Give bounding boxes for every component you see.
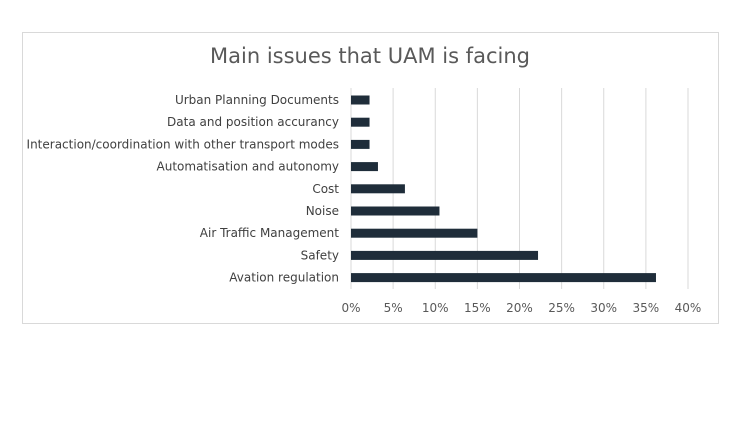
bar <box>351 117 370 127</box>
bar <box>351 184 405 194</box>
x-tick-label: 20% <box>506 301 533 315</box>
category-label: Urban Planning Documents <box>175 93 339 107</box>
x-tick-label: 0% <box>341 301 360 315</box>
x-tick-label: 40% <box>675 301 702 315</box>
category-label: Avation regulation <box>229 271 339 285</box>
category-label: Interaction/coordination with other tran… <box>27 137 339 151</box>
bar <box>351 95 370 105</box>
category-label: Safety <box>301 248 339 262</box>
bar <box>351 250 539 260</box>
bar <box>351 139 370 149</box>
x-tick-label: 10% <box>422 301 449 315</box>
x-tick-label: 5% <box>384 301 403 315</box>
x-tick-label: 30% <box>590 301 617 315</box>
category-label: Noise <box>306 204 339 218</box>
category-label: Air Traffic Management <box>200 226 340 240</box>
chart-title: Main issues that UAM is facing <box>210 44 530 68</box>
x-tick-label: 35% <box>633 301 660 315</box>
x-tick-label: 25% <box>548 301 575 315</box>
category-label: Data and position accurancy <box>167 115 339 129</box>
bar <box>351 162 378 172</box>
bar <box>351 273 656 283</box>
bar <box>351 228 478 238</box>
category-label: Cost <box>312 182 339 196</box>
x-tick-label: 15% <box>464 301 491 315</box>
bar <box>351 206 440 216</box>
category-label: Automatisation and autonomy <box>157 160 339 174</box>
